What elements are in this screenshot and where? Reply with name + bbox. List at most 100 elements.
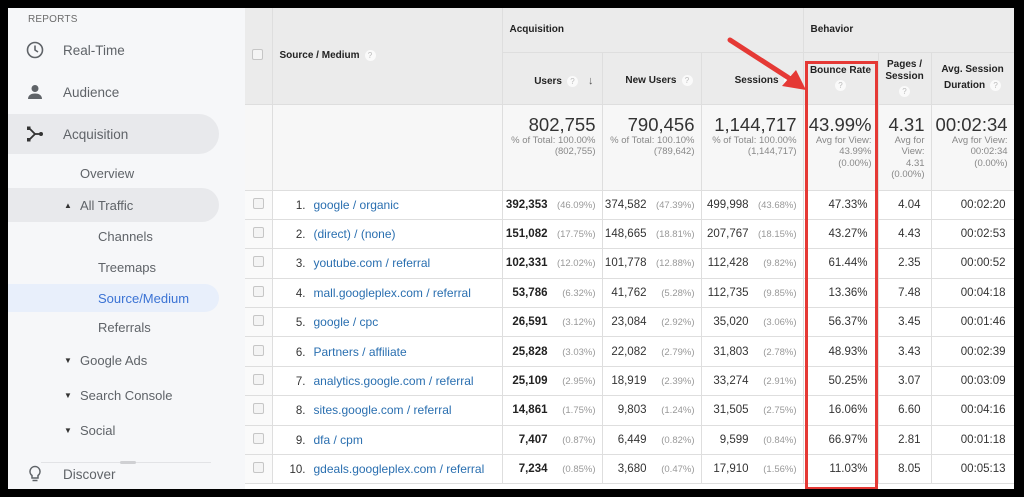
sort-descending-icon[interactable]: ↓ [588, 75, 594, 87]
source-medium-link[interactable]: google / cpc [313, 315, 379, 330]
column-header-source-medium[interactable]: Source / Medium? [272, 8, 503, 105]
bounce-rate-value: 56.37% [828, 316, 868, 329]
help-icon[interactable]: ? [783, 75, 795, 87]
table-row[interactable]: 2. (direct) / (none) 151,082 (17.75%) 148,… [245, 219, 1014, 250]
sidebar-item-label: Real-Time [63, 42, 125, 58]
source-medium-link[interactable]: gdeals.googleplex.com / referral [313, 462, 485, 477]
row-checkbox[interactable] [252, 403, 264, 415]
group-header-acquisition: Acquisition [502, 8, 804, 53]
table-row[interactable]: 1. google / organic 392,353 (46.09%) 374,5… [245, 190, 1014, 220]
new-users-value: 41,762 [611, 286, 647, 299]
sessions-value: 499,998 [706, 198, 749, 211]
row-index: 2. [295, 229, 306, 242]
totals-row: 802,755% of Total: 100.00% (802,755) 790… [245, 104, 1014, 191]
table-row[interactable]: 9. dfa / cpm 7,407 (0.87%) 6,449 (0.82%) 9,… [245, 425, 1014, 456]
source-medium-link[interactable]: dfa / cpm [313, 432, 363, 447]
avg-session-duration-cell: 00:02:20 [931, 190, 1014, 220]
pages-session-value: 2.81 [898, 433, 921, 446]
row-select-cell [245, 248, 273, 279]
pages-session-cell: 8.05 [878, 454, 932, 485]
column-header-avg-session-duration[interactable]: Avg. Session Duration? [931, 52, 1014, 105]
totals-empty-cell [272, 104, 503, 191]
row-index: 7. [295, 376, 306, 389]
sidebar-nav: REPORTS Real-Time Audience Acquisition O… [8, 8, 245, 489]
row-index: 3. [295, 258, 306, 271]
expand-triangle-icon[interactable]: ▼ [64, 355, 72, 365]
row-checkbox[interactable] [252, 432, 264, 444]
row-checkbox[interactable] [252, 256, 264, 268]
new-users-value: 101,778 [604, 257, 647, 270]
help-icon[interactable]: ? [899, 86, 911, 97]
pages-session-cell: 3.43 [878, 336, 932, 367]
sessions-percent: (9.82%) [763, 258, 797, 270]
row-checkbox[interactable] [252, 197, 264, 209]
new-users-percent: (5.28%) [661, 287, 695, 299]
column-header-new-users[interactable]: New Users? [602, 52, 702, 105]
sidebar-scrollbar[interactable] [120, 461, 136, 464]
table-row[interactable]: 6. Partners / affiliate 25,828 (3.03%) 22,… [245, 336, 1014, 367]
table-row[interactable]: 4. mall.googleplex.com / referral 53,786 (… [245, 278, 1014, 309]
help-icon[interactable]: ? [364, 50, 376, 62]
total-bounce-rate: 43.99% Avg for View: 43.99% (0.00%) [803, 104, 879, 191]
expand-triangle-icon[interactable]: ▼ [64, 390, 72, 400]
pages-session-cell: 2.81 [878, 425, 932, 456]
help-icon[interactable]: ? [681, 75, 693, 87]
table-row[interactable]: 10. gdeals.googleplex.com / referral 7,23… [245, 454, 1014, 485]
users-percent: (3.12%) [562, 317, 596, 329]
collapse-triangle-icon[interactable]: ▲ [64, 200, 72, 210]
duration-value: 00:04:16 [960, 404, 1006, 417]
row-checkbox[interactable] [252, 374, 264, 386]
column-header-sessions[interactable]: Sessions? [701, 52, 804, 105]
users-percent: (3.03%) [562, 346, 596, 358]
expand-triangle-icon[interactable]: ▼ [64, 425, 72, 435]
pages-session-value: 8.05 [898, 463, 921, 476]
users-percent: (2.95%) [562, 376, 596, 388]
column-header-pages-session[interactable]: Pages / Session? [878, 52, 932, 105]
new-users-cell: 101,778 (12.88%) [602, 248, 702, 279]
source-medium-link[interactable]: google / organic [313, 197, 399, 212]
row-checkbox[interactable] [252, 462, 264, 474]
sidebar-item-all-traffic[interactable]: ▲ All Traffic [8, 188, 219, 222]
pages-session-value: 4.04 [898, 198, 921, 211]
help-icon[interactable]: ? [567, 75, 578, 87]
sessions-cell: 31,505 (2.75%) [701, 395, 804, 426]
column-header-users[interactable]: Users? ↓ [502, 52, 603, 105]
row-checkbox[interactable] [252, 344, 264, 356]
source-medium-link[interactable]: Partners / affiliate [313, 344, 407, 359]
source-medium-link[interactable]: analytics.google.com / referral [313, 374, 474, 389]
bounce-rate-value: 48.93% [828, 345, 868, 358]
source-medium-table: Source / Medium? Acquisition Behavior Us… [245, 8, 1014, 485]
column-header-bounce-rate[interactable]: Bounce Rate? [803, 52, 879, 105]
total-value: 4.31 [888, 113, 925, 135]
source-medium-link[interactable]: mall.googleplex.com / referral [313, 285, 471, 300]
lightbulb-icon [25, 464, 45, 484]
table-row[interactable]: 7. analytics.google.com / referral 25,109… [245, 366, 1014, 397]
sessions-cell: 31,803 (2.78%) [701, 336, 804, 367]
source-medium-link[interactable]: youtube.com / referral [313, 256, 431, 271]
sidebar-item-label: All Traffic [80, 197, 134, 213]
users-value: 7,234 [518, 463, 548, 476]
source-medium-link[interactable]: sites.google.com / referral [313, 403, 452, 418]
select-all-checkbox[interactable] [252, 48, 263, 60]
help-icon[interactable]: ? [990, 79, 1002, 91]
help-icon[interactable]: ? [835, 79, 847, 91]
total-subtext: % of Total: 100.00% (802,755) [511, 134, 596, 158]
sessions-value: 31,505 [713, 404, 749, 417]
source-medium-link[interactable]: (direct) / (none) [313, 227, 396, 242]
new-users-percent: (1.24%) [661, 405, 695, 417]
new-users-percent: (2.39%) [661, 376, 695, 388]
table-row[interactable]: 3. youtube.com / referral 102,331 (12.02%)… [245, 248, 1014, 279]
total-users: 802,755% of Total: 100.00% (802,755) [502, 104, 603, 191]
bounce-rate-cell: 48.93% [803, 336, 879, 367]
sidebar-item-source-medium[interactable]: Source/Medium [8, 284, 219, 312]
sidebar-item-acquisition[interactable]: Acquisition [8, 114, 219, 154]
bounce-rate-value: 11.03% [829, 463, 868, 476]
table-row[interactable]: 5. google / cpc 26,591 (3.12%) 23,084 (2.92… [245, 307, 1014, 338]
row-index: 10. [289, 464, 306, 477]
row-checkbox[interactable] [252, 285, 264, 297]
source-medium-cell: 3. youtube.com / referral [272, 248, 503, 279]
bounce-rate-cell: 50.25% [803, 366, 879, 397]
table-row[interactable]: 8. sites.google.com / referral 14,861 (1.7… [245, 395, 1014, 426]
row-checkbox[interactable] [252, 227, 264, 239]
row-checkbox[interactable] [252, 315, 264, 327]
